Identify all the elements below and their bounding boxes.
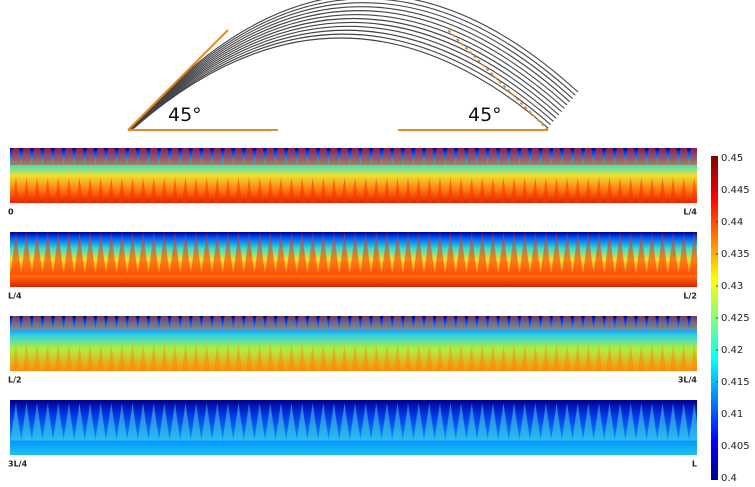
strip: L/2 3L/4 [8, 316, 697, 385]
strip-right-label: L/2 [683, 292, 697, 301]
strip: 0 L/4 [8, 148, 697, 217]
figure: 45° 45° 0 L/4 L/4 L/2 L/2 3L/4 3L/4 L 0.… [0, 0, 755, 487]
strip-right-label: L [692, 460, 697, 469]
colorbar-tick-label: 0.435 [721, 249, 750, 260]
strip-right-label: 3L/4 [678, 376, 698, 385]
colorbar-tick-label: 0.425 [721, 313, 750, 324]
angle-label: 45° [468, 104, 502, 126]
colorbar-ticks: 0.4 0.405 0.41 0.415 0.42 0.425 0.43 0.435 0.44 0… [716, 153, 750, 484]
colorbar-tick-label: 0.43 [721, 281, 743, 292]
colorbar-tick-label: 0.405 [721, 441, 750, 452]
angle-label: 45° [168, 104, 202, 126]
colorbar-tick-label: 0.44 [721, 217, 743, 228]
colorbar-tick-label: 0.41 [721, 409, 743, 420]
strip-pattern [10, 316, 697, 371]
colorbar-tick-label: 0.445 [721, 185, 750, 196]
colorbar-tick-label: 0.415 [721, 377, 750, 388]
strip-pattern [10, 400, 697, 455]
strip-left-label: L/4 [8, 292, 22, 301]
strip-pattern [10, 232, 697, 287]
strip-left-label: L/2 [8, 376, 22, 385]
strip: 3L/4 L [8, 400, 697, 469]
strip-left-label: 3L/4 [8, 460, 28, 469]
strip: L/4 L/2 [8, 232, 697, 301]
strip-left-label: 0 [8, 208, 14, 217]
colorbar-tick-label: 0.4 [721, 473, 737, 484]
colorbar-tick-label: 0.45 [721, 153, 743, 164]
strip-right-label: L/4 [683, 208, 697, 217]
strip-pattern [10, 148, 697, 203]
colorbar-tick-label: 0.42 [721, 345, 743, 356]
